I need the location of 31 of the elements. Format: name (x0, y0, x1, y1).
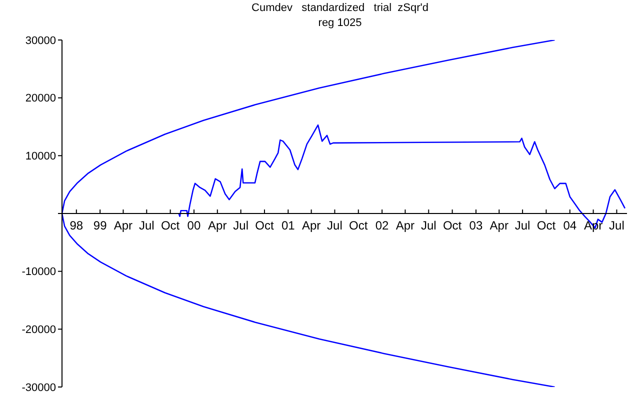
x-tick-label: Apr (302, 218, 321, 232)
x-tick-label: Oct (255, 218, 274, 232)
chart-title: Cumdev standardized trial zSqr'd (250, 2, 430, 14)
y-tick-label: 20000 (25, 92, 56, 105)
x-tick-label: 02 (375, 218, 390, 232)
y-tick-label: 30000 (25, 34, 56, 47)
x-tick-label: Jul (327, 218, 342, 232)
x-tick-label: Oct (349, 218, 368, 232)
x-tick-label: 98 (70, 218, 84, 232)
x-tick-label: 03 (469, 218, 483, 232)
x-tick-label: Jul (514, 218, 530, 232)
x-tick-label: 00 (187, 218, 201, 232)
x-tick-label: Jul (138, 218, 154, 232)
x-tick-label: Apr (490, 218, 508, 232)
x-tick-label: 04 (563, 218, 577, 232)
x-tick-label: Oct (536, 218, 556, 232)
y-tick-label: -20000 (22, 324, 56, 336)
x-tick-label: Apr (208, 218, 227, 232)
x-tick-label: 01 (281, 218, 296, 232)
x-tick-label: Jul (609, 218, 624, 232)
x-tick-label: 99 (93, 218, 108, 232)
x-tick-label: Oct (160, 218, 180, 232)
x-tick-label: Oct (442, 218, 462, 232)
y-tick-label: -10000 (22, 266, 56, 278)
x-tick-label: Apr (114, 218, 133, 232)
y-tick-label: 10000 (25, 150, 56, 163)
y-tick-label: -30000 (22, 382, 56, 394)
chart-subtitle: reg 1025 (317, 17, 363, 29)
x-tick-label: Apr (396, 218, 415, 232)
x-tick-label: Jul (420, 218, 436, 232)
x-tick-label: Jul (233, 218, 248, 232)
